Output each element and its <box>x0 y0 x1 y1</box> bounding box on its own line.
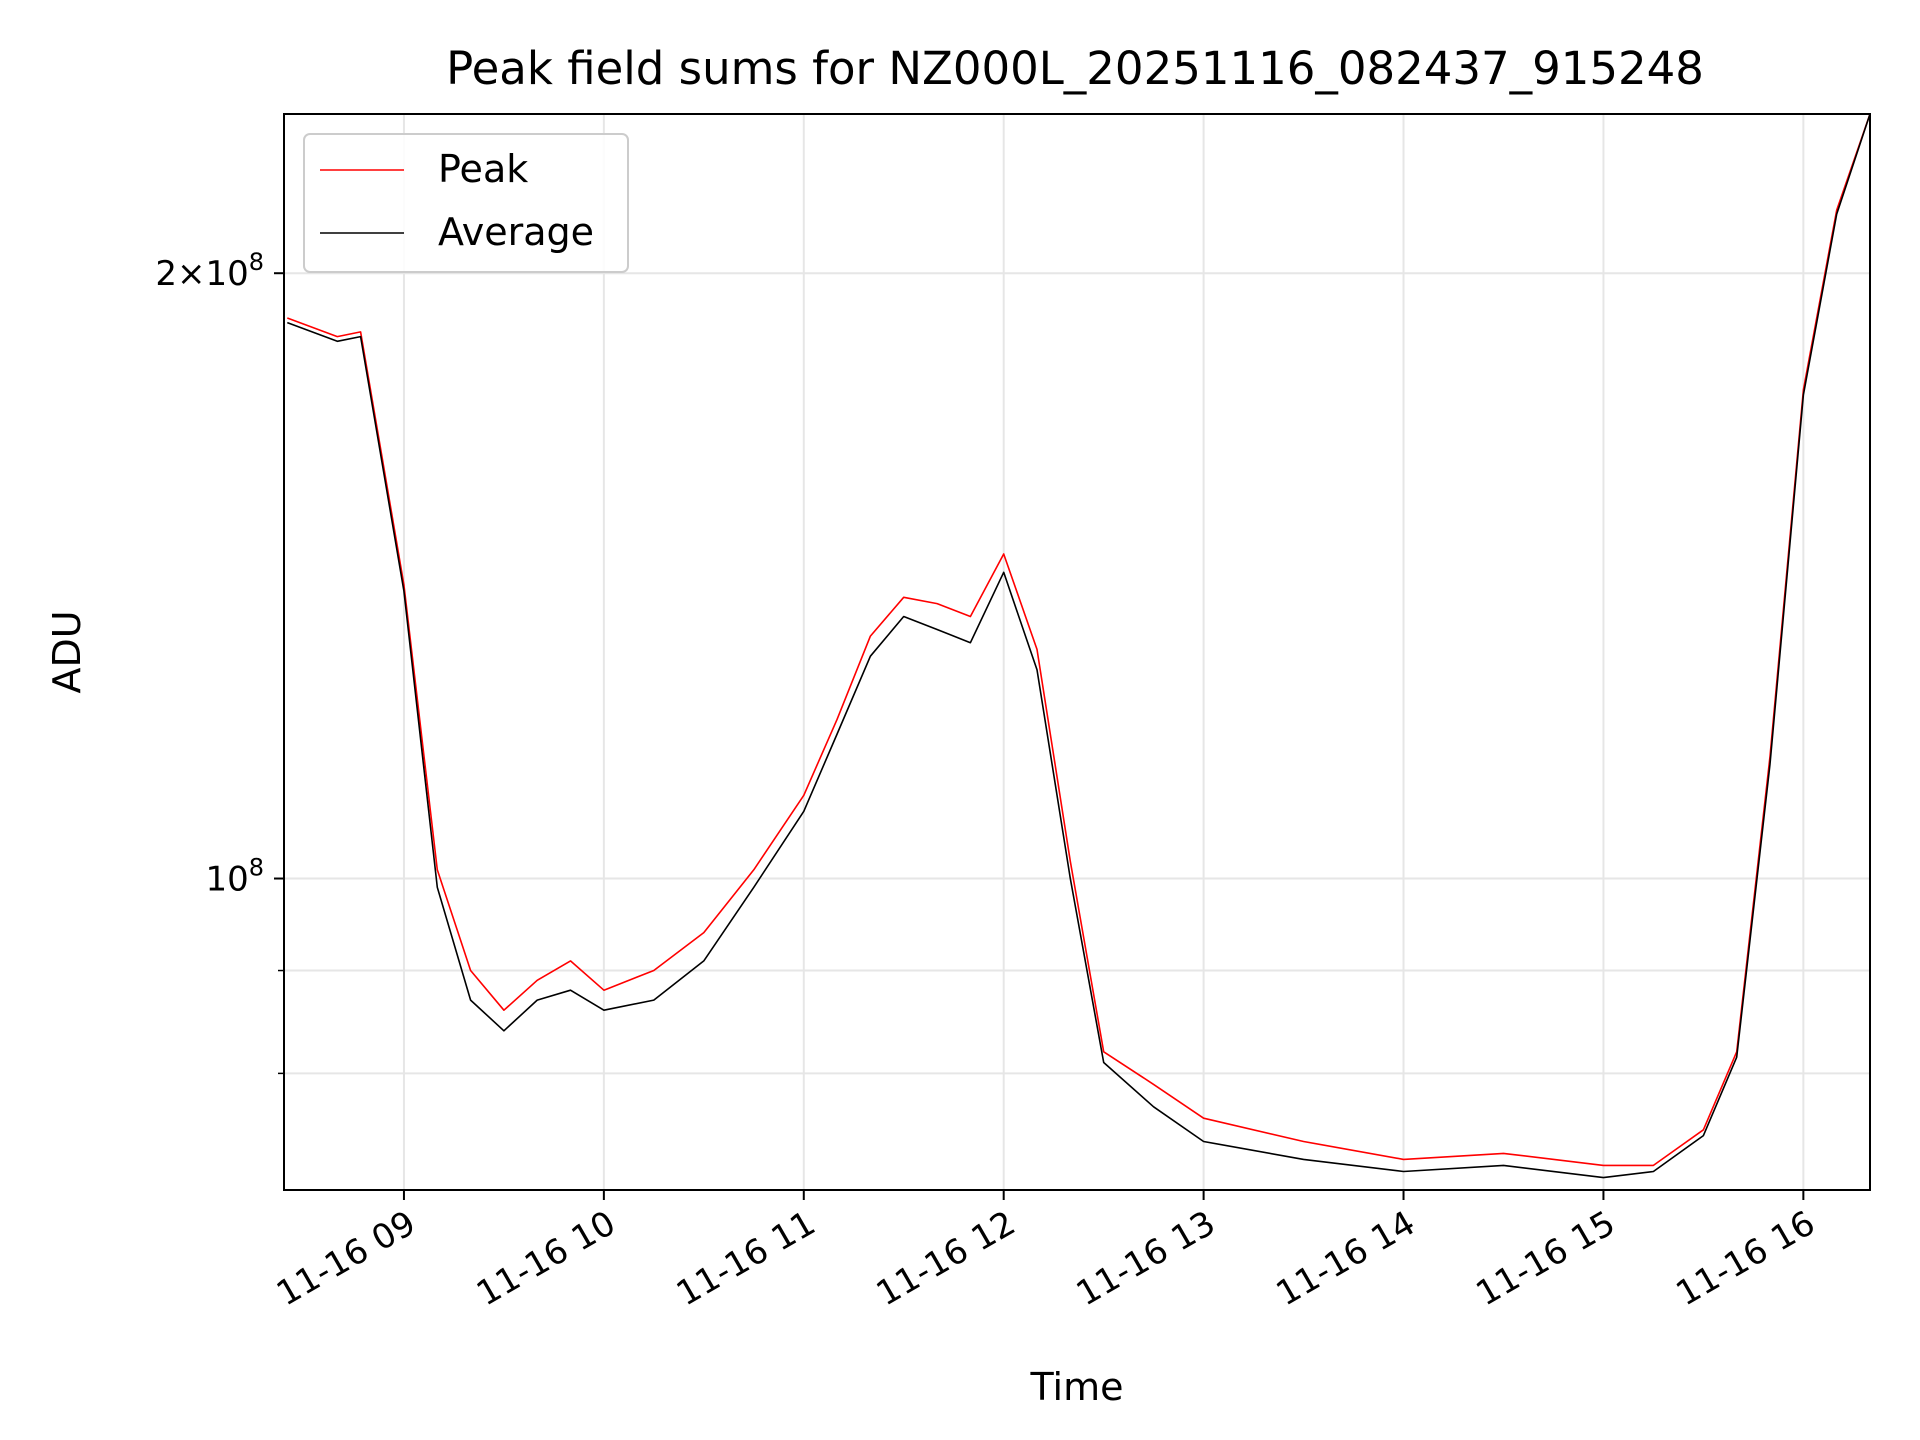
series-line-average <box>287 113 1871 1179</box>
y-tick-label: 2×108 <box>155 248 264 294</box>
series-line-peak <box>287 113 1871 1167</box>
legend-box <box>303 133 629 273</box>
y-tick-label-base: 2×10 <box>155 254 248 294</box>
x-axis-label: Time <box>1030 1365 1124 1409</box>
chart-title: Peak field sums for NZ000L_20251116_0824… <box>446 42 1704 95</box>
y-tick-label-exponent: 8 <box>249 248 264 276</box>
legend: Peak Average <box>303 133 629 273</box>
legend-label-peak: Peak <box>438 147 528 191</box>
plot-frame <box>283 113 1871 1191</box>
axes-layer <box>283 113 1871 1191</box>
grid-layer <box>284 114 1870 1190</box>
legend-label-average: Average <box>438 210 594 254</box>
y-tick-label-exponent: 8 <box>249 854 264 882</box>
series-layer <box>287 113 1871 1179</box>
y-tick-label: 108 <box>205 854 264 900</box>
y-tick-label-base: 10 <box>205 860 248 900</box>
y-axis-label: ADU <box>45 610 89 693</box>
